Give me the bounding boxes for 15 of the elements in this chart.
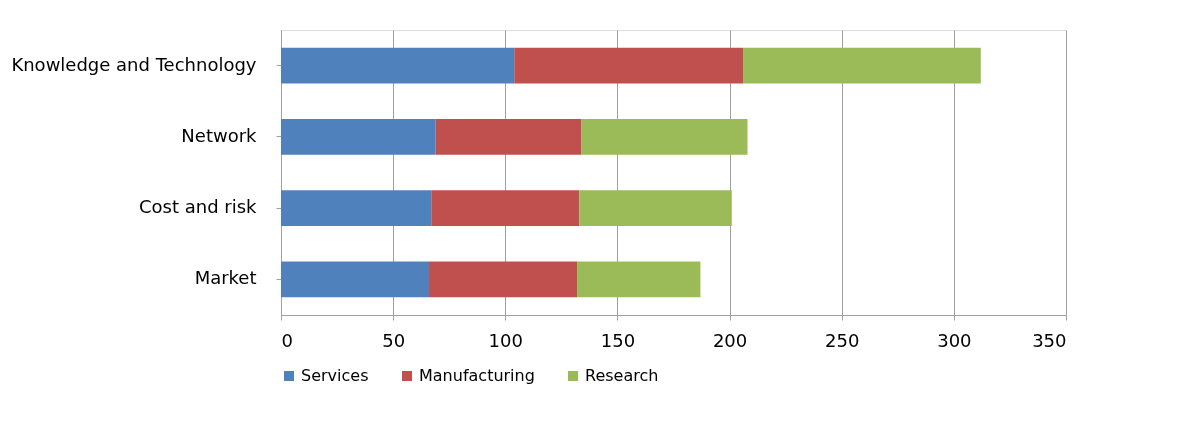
x-tick-label: 150 [600, 329, 636, 351]
x-tick-label: 50 [382, 329, 406, 351]
legend-label: Services [301, 366, 369, 385]
x-tick-label: 250 [825, 329, 860, 351]
y-tick-label: Market [194, 267, 257, 289]
legend-label: Manufacturing [419, 366, 535, 385]
x-tick-label: 300 [937, 329, 972, 351]
legend-label: Research [585, 366, 659, 385]
x-tick-label: 0 [281, 329, 293, 351]
x-tick-label: 200 [712, 329, 748, 351]
x-tick-label: 100 [488, 329, 523, 351]
y-tick-label: Knowledge and Technology [11, 53, 257, 75]
y-tick-label: Cost and risk [138, 196, 258, 218]
x-tick-label: 350 [1032, 329, 1067, 351]
y-tick-label: Network [181, 124, 258, 146]
